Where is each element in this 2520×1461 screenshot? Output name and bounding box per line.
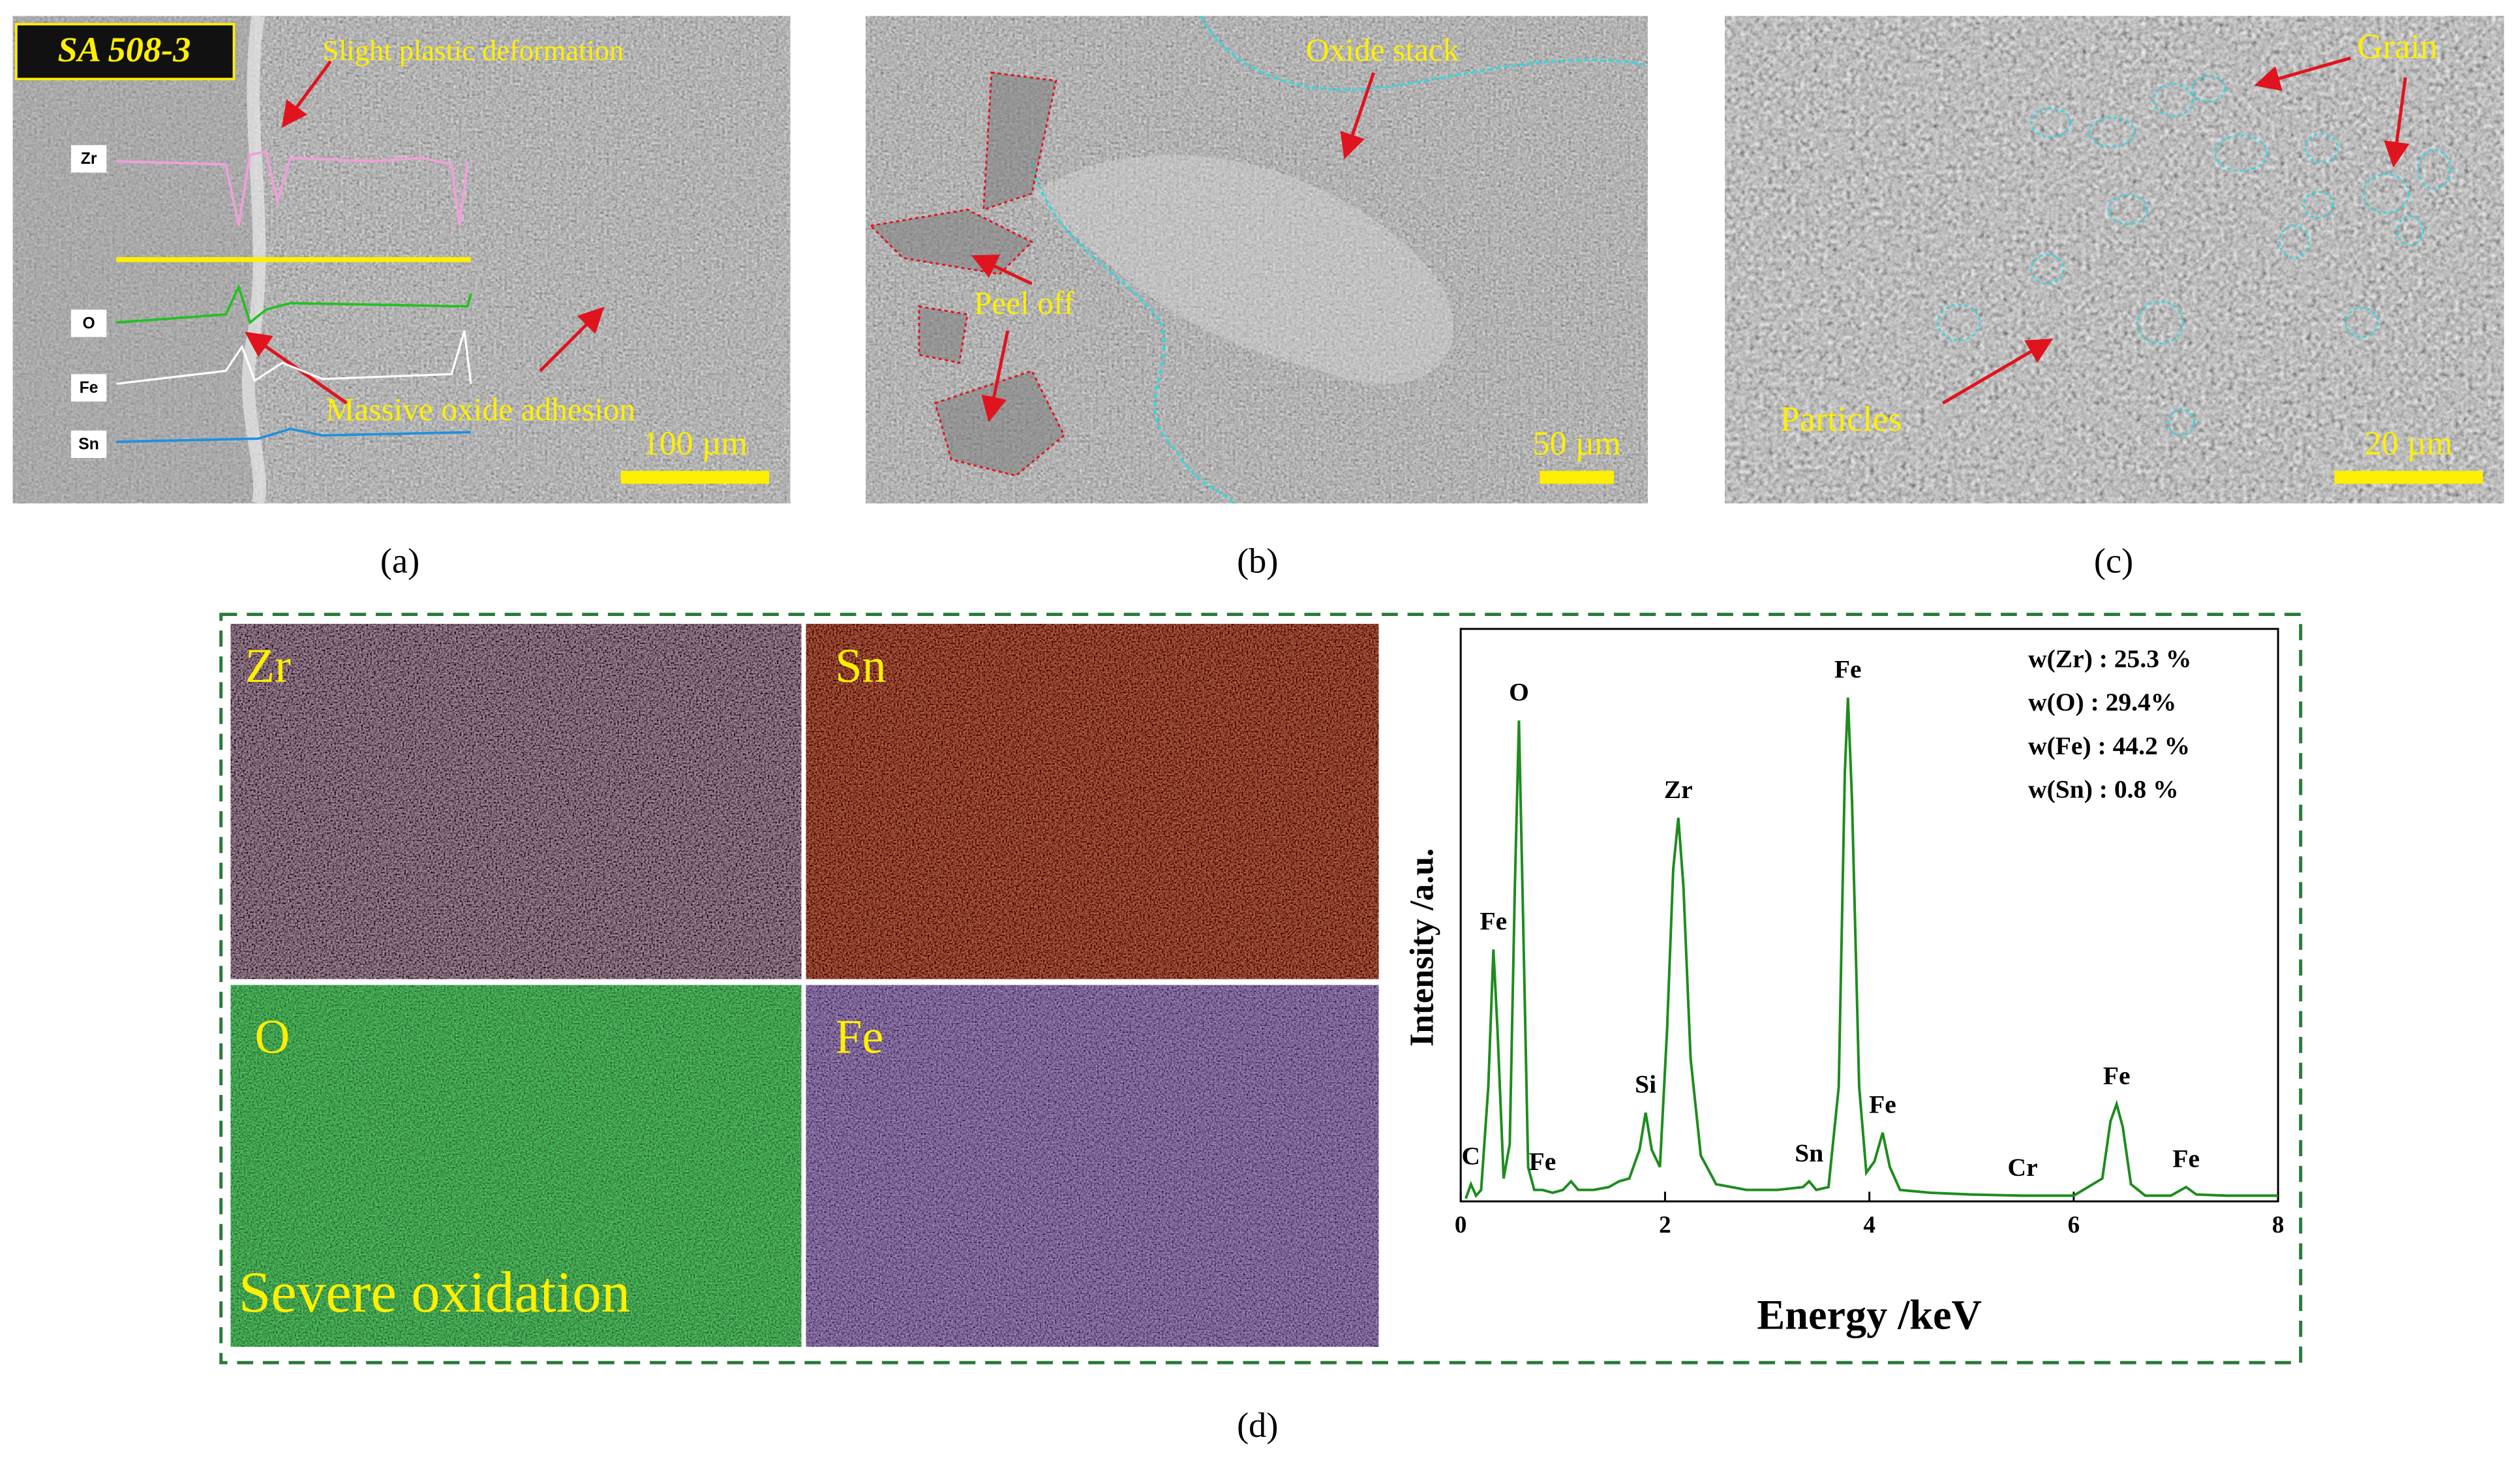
- sem-image: [1725, 16, 2504, 504]
- arrow: [281, 60, 332, 128]
- peak-label: C: [1462, 1141, 1481, 1170]
- annotation: Grain: [2357, 27, 2438, 66]
- panel-d: Zr Sn O Fe Severe oxidation 0 2 4 6 8 Energy …: [219, 613, 2303, 1445]
- scale-label: 50 µm: [1533, 425, 1621, 462]
- annotation: Peel off: [974, 285, 1075, 321]
- dashed-frame: [219, 613, 2303, 1364]
- badge: [15, 23, 235, 80]
- arrow: [2384, 77, 2410, 168]
- caption: (c): [2094, 541, 2133, 580]
- spectrum-line: [1465, 698, 2279, 1199]
- annotation: Particles: [1780, 399, 1902, 438]
- arrow: [981, 330, 1010, 423]
- y-axis-label: Intensity /a.u.: [1404, 848, 1441, 1047]
- element-tag: [70, 374, 107, 402]
- composition: w(O) : 29.4%: [2028, 688, 2176, 716]
- panel-c: Grain Particles 20 µm (c): [1725, 16, 2504, 580]
- caption: (b): [1237, 541, 1278, 580]
- composition: w(Zr) : 25.3 %: [2028, 644, 2191, 673]
- scale-bar: [2334, 470, 2483, 484]
- peak-label: Fe: [2103, 1062, 2131, 1090]
- arrow: [539, 306, 605, 373]
- x-tick-label: 6: [2068, 1212, 2080, 1238]
- element-tag: [70, 309, 107, 337]
- map-label: O: [255, 1010, 290, 1064]
- map-sn: [806, 624, 1379, 979]
- annotation: Massive oxide adhesion: [326, 392, 635, 427]
- x-axis-label: Energy /keV: [1757, 1291, 1981, 1338]
- peak-label: Cr: [2008, 1153, 2038, 1182]
- peak-label: Si: [1635, 1070, 1656, 1099]
- peak-label: Fe: [2172, 1145, 2200, 1173]
- x-tick-label: 0: [1455, 1212, 1467, 1238]
- oxide-region: [1031, 155, 1454, 384]
- arrow: [1340, 72, 1376, 160]
- o-profile: [115, 283, 472, 325]
- peak-label: Fe: [1834, 655, 1862, 684]
- plot-frame: [1459, 628, 2279, 1203]
- spectrum: 0 2 4 6 8 Energy /keV Intensity /a.u. C Fe O Fe Si Z…: [1404, 644, 2285, 1338]
- map-label: Zr: [245, 639, 291, 693]
- panel-b: Oxide stack Peel off 50 µm (b): [866, 15, 1648, 580]
- x-tick-label: 2: [1659, 1212, 1671, 1238]
- map-zr: [230, 624, 802, 979]
- peak-label: Fe: [1480, 907, 1507, 936]
- badge-text: SA 508-3: [58, 30, 191, 69]
- annotation: Oxide stack: [1306, 32, 1459, 68]
- element-label: Zr: [81, 150, 97, 168]
- peak-label: Fe: [1529, 1147, 1556, 1176]
- scale-label: 20 µm: [2365, 425, 2453, 462]
- composition: w(Sn) : 0.8 %: [2028, 775, 2179, 803]
- arrow: [971, 254, 1033, 286]
- note: Severe oxidation: [239, 1261, 630, 1325]
- zr-profile: [116, 150, 469, 226]
- outline: [1030, 161, 1235, 504]
- fe-profile: [115, 330, 472, 385]
- composition: w(Fe) : 44.2 %: [2028, 731, 2190, 760]
- arrow: [2254, 56, 2352, 91]
- element-label: Fe: [80, 379, 99, 397]
- scale-label: 100 µm: [643, 425, 748, 462]
- caption: (d): [1237, 1406, 1278, 1445]
- map-o: [230, 985, 802, 1347]
- panel-a: SA 508-3 Slight plastic deformation Mass…: [12, 15, 791, 580]
- annotation: Slight plastic deformation: [322, 34, 624, 67]
- element-label: O: [82, 315, 95, 332]
- map-label: Sn: [835, 639, 886, 693]
- scale-bar: [620, 470, 769, 484]
- element-label: Sn: [78, 436, 99, 454]
- element-tag: [70, 430, 107, 458]
- peel-outline: [868, 71, 1066, 477]
- x-tick-label: 8: [2272, 1212, 2285, 1238]
- peak-label: Zr: [1664, 775, 1693, 804]
- peak-label: O: [1509, 678, 1529, 707]
- peak-label: Sn: [1795, 1139, 1823, 1167]
- grain-outlines: [1937, 74, 2452, 437]
- sn-profile: [116, 427, 471, 443]
- arrow: [1941, 338, 2054, 405]
- interface: [241, 15, 266, 505]
- map-fe: [806, 985, 1379, 1347]
- scale-bar: [1540, 470, 1614, 484]
- peak-label: Fe: [1869, 1090, 1896, 1118]
- map-label: Fe: [835, 1010, 883, 1064]
- caption: (a): [380, 541, 419, 580]
- x-tick-label: 4: [1863, 1212, 1875, 1238]
- outline: [1200, 15, 1645, 91]
- element-tag: [70, 145, 107, 173]
